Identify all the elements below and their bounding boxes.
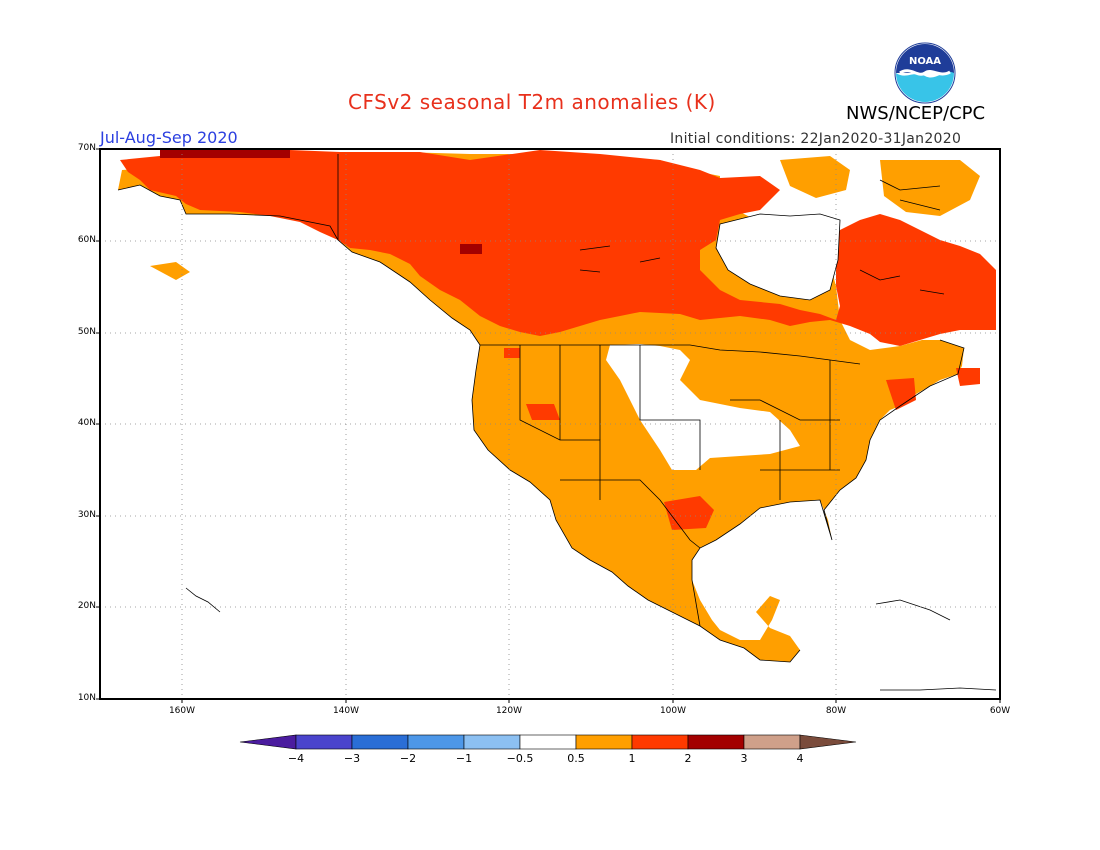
period-label: Jul-Aug-Sep 2020 (100, 128, 238, 147)
colorbar-label-4: 4 (796, 752, 804, 765)
anomaly-region-orange-3 (780, 156, 850, 198)
anomaly-region-red (120, 150, 996, 346)
anomaly-region-red-4 (956, 368, 980, 386)
map-title: CFSv2 seasonal T2m anomalies (K) (348, 90, 716, 114)
colorbar-segment (687, 734, 745, 750)
anomaly-region-orange-4 (880, 160, 980, 216)
colorbar-segment (743, 734, 801, 750)
colorbar-segment (631, 734, 689, 750)
colorbar-arrow-high (799, 734, 857, 750)
colorbar-segment (575, 734, 633, 750)
logo-text: NOAA (909, 56, 941, 67)
agency-label: NWS/NCEP/CPC (846, 103, 986, 124)
colorbar-label-0-5: 0.5 (567, 752, 585, 765)
colorbar-segment (407, 734, 465, 750)
colorbar-segment (519, 734, 577, 750)
colorbar-label-neg2: −2 (399, 752, 417, 765)
colorbar-label-neg3: −3 (343, 752, 361, 765)
lat-tick-60n: 60N (77, 235, 96, 245)
colorbar-label-neg1: −1 (455, 752, 473, 765)
anomaly-region-darkred-2 (460, 244, 482, 254)
lon-tick-60w: 60W (989, 706, 1011, 716)
lon-tick-80w: 80W (825, 706, 847, 716)
anomaly-region-red-3 (886, 378, 916, 410)
normal-region-plains (606, 344, 800, 470)
graticule (100, 149, 1000, 699)
colorbar (239, 734, 857, 750)
anomaly-region-orange-2 (150, 262, 190, 280)
colorbar-label-neg4: −4 (287, 752, 305, 765)
colorbar-arrow-low (239, 734, 297, 750)
colorbar-label-3: 3 (740, 752, 748, 765)
lat-tick-30n: 30N (77, 510, 96, 520)
colorbar-segment (351, 734, 409, 750)
lat-tick-50n: 50N (77, 327, 96, 337)
lon-tick-160w: 160W (168, 706, 196, 716)
anomaly-region-red-5 (526, 404, 560, 420)
tick-marks (96, 148, 1001, 703)
colorbar-label-2: 2 (684, 752, 692, 765)
coastlines (117, 154, 997, 691)
lon-tick-100w: 100W (659, 706, 687, 716)
colorbar-segment (295, 734, 353, 750)
normal-region-hudson (716, 214, 840, 300)
lon-tick-120w: 120W (495, 706, 523, 716)
lat-tick-40n: 40N (77, 418, 96, 428)
colorbar-label-1: 1 (628, 752, 636, 765)
anomaly-region-red-6 (504, 348, 520, 358)
colorbar-segment (463, 734, 521, 750)
colorbar-label-neg0-5: −0.5 (506, 752, 534, 765)
lat-tick-70n: 70N (77, 143, 96, 153)
lat-tick-10n: 10N (77, 693, 96, 703)
noaa-logo: NOAA (894, 42, 956, 104)
lon-tick-140w: 140W (332, 706, 360, 716)
lat-tick-20n: 20N (77, 601, 96, 611)
anomaly-region-darkred (160, 150, 290, 158)
normal-region-baffin (850, 160, 880, 196)
initial-conditions-label: Initial conditions: 22Jan2020-31Jan2020 (670, 131, 962, 147)
